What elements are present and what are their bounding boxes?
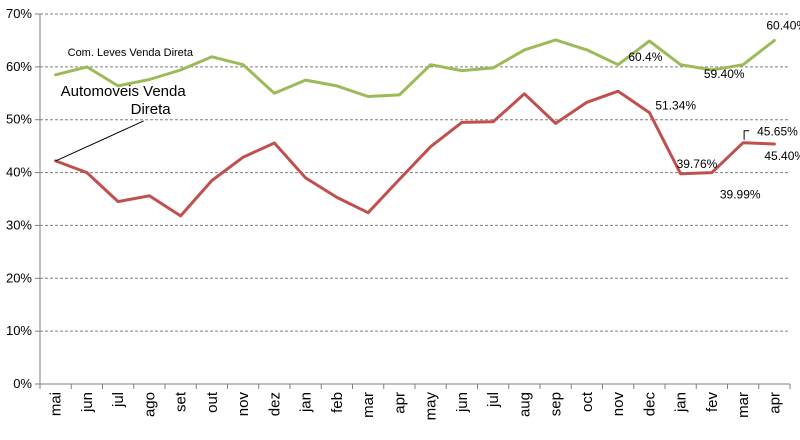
data-label: 60.40% bbox=[766, 18, 800, 32]
y-tick-label: 20% bbox=[6, 270, 32, 285]
x-tick-label: jan bbox=[298, 392, 315, 413]
x-tick-label: jul bbox=[485, 392, 502, 408]
leader-line bbox=[743, 130, 750, 140]
x-tick-labels: mai jun jul ago set out nov dez jan feb mar apr may j… bbox=[48, 391, 784, 420]
x-tick-label: jul bbox=[110, 392, 127, 408]
series-label-red-line1: Automoveis Venda bbox=[61, 83, 187, 100]
y-tick-label: 70% bbox=[6, 6, 32, 21]
y-tick-label: 40% bbox=[6, 165, 32, 180]
x-tick-label: apr bbox=[766, 392, 783, 414]
y-tick-label: 60% bbox=[6, 59, 32, 74]
x-tick-label: sep bbox=[548, 392, 565, 416]
series-label-leader bbox=[55, 120, 144, 162]
x-tick-label: mar bbox=[735, 392, 752, 418]
x-tick-label: feb bbox=[329, 392, 346, 413]
y-tick-label: 50% bbox=[6, 112, 32, 127]
data-label: 59.40% bbox=[704, 67, 745, 81]
data-label: 51.34% bbox=[655, 99, 696, 113]
data-label: 39.76% bbox=[677, 157, 718, 171]
x-tick-label: set bbox=[173, 391, 190, 412]
x-tick-label: aug bbox=[516, 392, 533, 417]
y-tick-label: 0% bbox=[13, 376, 32, 391]
series-labels: Com. Leves Venda Direta Automoveis VendaD… bbox=[55, 47, 194, 162]
series-line-0 bbox=[54, 38, 776, 98]
x-tick-label: dez bbox=[266, 392, 283, 416]
x-tick-label: mar bbox=[360, 392, 377, 418]
x-tick-label: nov bbox=[610, 392, 627, 417]
x-tick-label: oct bbox=[579, 391, 596, 412]
data-label: 45.40% bbox=[764, 149, 800, 163]
data-label: 39.99% bbox=[720, 188, 761, 202]
x-tick-label: apr bbox=[391, 392, 408, 414]
y-tick-label: 30% bbox=[6, 217, 32, 232]
series-label-red-line2: Direta bbox=[131, 101, 172, 118]
x-tick-label: ago bbox=[141, 392, 158, 417]
series-lines bbox=[54, 38, 776, 218]
series-label-green: Com. Leves Venda Direta bbox=[68, 47, 194, 59]
x-tick-label: dec bbox=[641, 392, 658, 417]
y-tick-labels: 0% 10% 20% 30% 40% 50% 60% 70% bbox=[6, 6, 32, 391]
x-tick-label: out bbox=[204, 391, 221, 413]
x-tick-label: jun bbox=[454, 392, 471, 413]
axes bbox=[35, 13, 791, 389]
x-tick-label: mai bbox=[48, 392, 65, 416]
data-labels: 60.4% 59.40% 60.40% 51.34% 39.76% 39.99% 45.65… bbox=[628, 18, 800, 201]
y-tick-label: 10% bbox=[6, 323, 32, 338]
x-tick-label: nov bbox=[235, 392, 252, 417]
data-label: 45.65% bbox=[757, 125, 798, 139]
gridlines bbox=[40, 13, 790, 332]
series-line-1 bbox=[54, 89, 776, 218]
x-tick-label: may bbox=[423, 392, 440, 421]
x-tick-label: jan bbox=[673, 392, 690, 413]
data-label: 60.4% bbox=[628, 50, 662, 64]
x-tick-label: jun bbox=[79, 392, 96, 413]
x-tick-label: fev bbox=[704, 392, 721, 413]
